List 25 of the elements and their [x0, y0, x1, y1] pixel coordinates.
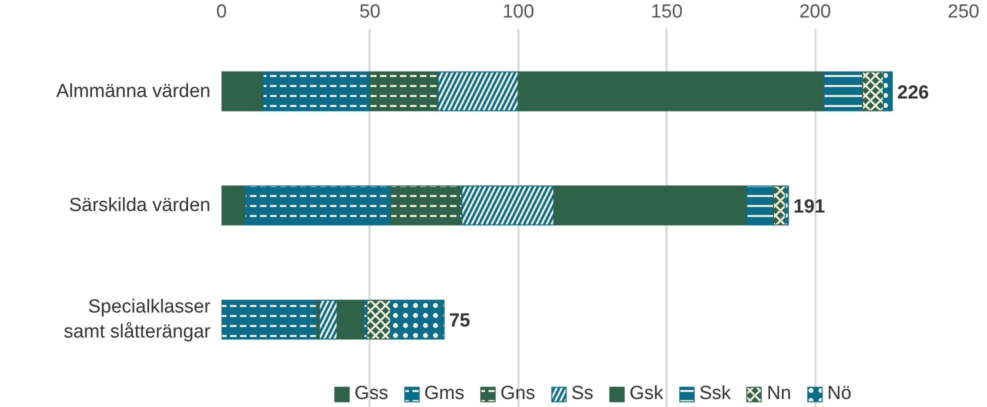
legend-label: Ssk	[699, 383, 731, 405]
bar	[222, 186, 246, 226]
bar	[336, 300, 364, 340]
total-label: 191	[793, 196, 826, 218]
bar	[222, 71, 264, 112]
legend-label: Gss	[354, 383, 388, 405]
y-tick-label: Särskilda värden	[68, 194, 211, 216]
bar	[518, 71, 825, 112]
legend-label: Nö	[827, 383, 852, 405]
y-tick-label: Almmänna värden	[56, 80, 211, 102]
total-label: 226	[897, 82, 929, 104]
x-tick-label: 200	[799, 2, 831, 22]
x-tick-label: 150	[650, 2, 683, 22]
x-tick-label: 50	[359, 2, 380, 22]
x-tick-label: 250	[948, 2, 980, 22]
legend-label: Gns	[500, 383, 536, 405]
legend-label: Gsk	[629, 383, 664, 405]
bar	[553, 186, 748, 226]
y-tick-label: Specialklasser samt slåtterängar	[64, 296, 212, 343]
legend-label: Ss	[571, 383, 594, 405]
x-tick-label: 0	[216, 2, 227, 22]
x-tick-label: 100	[502, 2, 534, 22]
legend-label: Nn	[766, 383, 792, 405]
total-label: 75	[449, 310, 471, 332]
legend-label: Gms	[424, 383, 464, 405]
